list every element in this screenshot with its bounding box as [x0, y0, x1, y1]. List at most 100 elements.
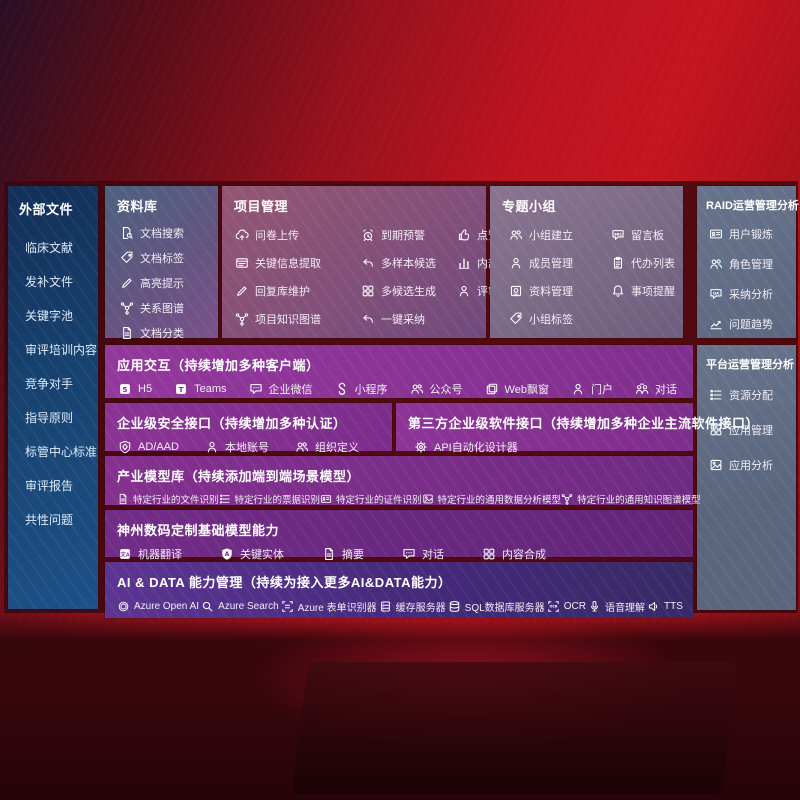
- item-label: 审评报告: [25, 479, 74, 493]
- platform-item[interactable]: 应用分析: [709, 457, 796, 473]
- interaction-item[interactable]: 企业微信: [249, 381, 313, 397]
- group-item[interactable]: 留言板: [611, 227, 683, 243]
- library-item[interactable]: 高亮提示: [120, 275, 218, 291]
- raid-items: 用户锻炼角色管理采纳分析问题趋势: [709, 226, 796, 332]
- item-label: 指导原则: [25, 411, 74, 425]
- summary-icon: [322, 547, 336, 561]
- basemodel-item[interactable]: 对话: [402, 546, 444, 562]
- raid-item[interactable]: 角色管理: [709, 256, 796, 272]
- sidebar-items: 临床文献发补文件关键字池审评培训内容 竞争对手指导原则标管中心标准 审评报告共性问题: [25, 239, 98, 528]
- interaction-item[interactable]: 门户: [571, 381, 613, 397]
- security-item[interactable]: 组织定义: [295, 439, 359, 455]
- raid-item[interactable]: 问题趋势: [709, 316, 796, 332]
- project-item[interactable]: 回复库维护: [235, 283, 361, 299]
- library-items: 文档搜索文档标签高亮提示关系图谱文档分类: [120, 225, 218, 341]
- aidata-item[interactable]: TTS: [647, 600, 683, 613]
- sidebar-item[interactable]: 竞争对手: [25, 375, 98, 392]
- interaction-item[interactable]: 小程序: [335, 381, 388, 397]
- interaction-item[interactable]: 对话: [635, 381, 677, 397]
- background-laptop-silhouette: [291, 662, 739, 794]
- basemodel-item[interactable]: 摘要: [322, 546, 364, 562]
- model-item[interactable]: 特定行业的证件识别: [320, 492, 422, 506]
- group-item[interactable]: 小组建立: [509, 227, 611, 243]
- sidebar-item[interactable]: 审评报告: [25, 477, 98, 494]
- aidata-item[interactable]: 缓存服务器: [379, 599, 446, 614]
- model-item[interactable]: 特定行业的通用数据分析模型: [422, 492, 561, 506]
- basemodel-item[interactable]: 关键实体: [220, 546, 284, 562]
- interaction-item[interactable]: Teams: [174, 382, 226, 396]
- library-item[interactable]: 关系图谱: [120, 300, 218, 316]
- item-label: 文档标签: [140, 253, 184, 265]
- tts-icon: [647, 600, 660, 613]
- interaction-item[interactable]: 公众号: [410, 381, 463, 397]
- sidebar-item[interactable]: 审评培训内容: [25, 341, 98, 358]
- section-thirdparty-interface: 第三方企业级软件接口（持续增加多种企业主流软件接口） API自动化设计器: [396, 403, 760, 454]
- security-item[interactable]: 本地账号: [205, 439, 269, 455]
- sidebar-item[interactable]: 发补文件: [25, 273, 98, 290]
- item-label: 标管中心标准: [25, 445, 98, 459]
- role-management-icon: [709, 257, 723, 271]
- library-item[interactable]: 文档标签: [120, 250, 218, 266]
- group-item[interactable]: 资料管理: [509, 283, 611, 299]
- library-item[interactable]: 文档分类: [120, 325, 218, 341]
- interaction-item[interactable]: H5: [118, 382, 152, 396]
- item-label: SQL数据库服务器: [464, 603, 545, 614]
- project-item[interactable]: 到期预警: [361, 227, 457, 243]
- sidebar-item[interactable]: 关键字池: [25, 307, 98, 324]
- group-create-icon: [509, 228, 523, 242]
- aidata-item[interactable]: Azure Open AI: [117, 600, 199, 613]
- item-label: 发补文件: [25, 275, 74, 289]
- aidata-item[interactable]: Azure 表单识别器: [281, 599, 377, 614]
- platform-item[interactable]: 资源分配: [709, 387, 796, 403]
- wecom-icon: [249, 382, 263, 396]
- group-item[interactable]: 事项提醒: [611, 283, 683, 299]
- group-items: 小组建立 留言板 成员管理 代办列表 资料管理 事项提醒 小组标签: [509, 227, 683, 327]
- model-item[interactable]: 特定行业的票据识别: [219, 492, 320, 506]
- platform-item[interactable]: 应用管理: [709, 422, 796, 438]
- group-item[interactable]: 成员管理: [509, 255, 611, 271]
- model-item[interactable]: 特定行业的通用知识图谱模型: [561, 492, 701, 506]
- section-industry-models: 产业模型库（持续添加端到端场景模型） 特定行业的文件识别 特定行业的票据识别 特定行…: [105, 456, 701, 506]
- group-item[interactable]: 小组标签: [509, 311, 611, 327]
- sidebar-item[interactable]: 共性问题: [25, 511, 98, 528]
- sidebar-item[interactable]: 指导原则: [25, 409, 98, 426]
- section-title: 平台运营管理分析: [706, 359, 794, 371]
- material-management-icon: [509, 284, 523, 298]
- section-title: 神州数码定制基础模型能力: [117, 523, 280, 538]
- section-title: 第三方企业级软件接口（持续增加多种企业主流软件接口）: [408, 416, 760, 431]
- group-item[interactable]: 代办列表: [611, 255, 683, 271]
- project-item[interactable]: 一键采纳: [361, 311, 457, 327]
- aidata-item[interactable]: OCR: [547, 600, 586, 613]
- basemodel-item[interactable]: 内容合成: [482, 546, 546, 562]
- item-label: 关键信息提取: [255, 258, 321, 270]
- raid-item[interactable]: 采纳分析: [709, 286, 796, 302]
- raid-item[interactable]: 用户锻炼: [709, 226, 796, 242]
- industry-knowledge-graph-model-icon: [561, 493, 573, 505]
- item-label: 机器翻译: [138, 549, 182, 561]
- portal-icon: [571, 382, 585, 396]
- library-item[interactable]: 文档搜索: [120, 225, 218, 241]
- user-card-icon: [709, 227, 723, 241]
- project-item[interactable]: 问卷上传: [235, 227, 361, 243]
- aidata-item[interactable]: SQL数据库服务器: [448, 599, 545, 614]
- aidata-item[interactable]: 语音理解: [588, 599, 645, 614]
- item-label: 竞争对手: [25, 377, 74, 391]
- aidata-item[interactable]: Azure Search: [201, 600, 279, 613]
- adoption-analysis-icon: [709, 287, 723, 301]
- interaction-item[interactable]: Web飘窗: [485, 381, 549, 397]
- basemodel-item[interactable]: 机器翻译: [118, 546, 182, 562]
- sidebar-item[interactable]: 临床文献: [25, 239, 98, 256]
- model-item[interactable]: 特定行业的文件识别: [117, 492, 219, 506]
- section-external-files: 外部文件 临床文献 发补文件 关键字池 审评培训内容 竞争对手 指导原则 标管中心标准 审评报…: [8, 186, 98, 609]
- item-label: 回复库维护: [255, 286, 310, 298]
- item-label: TTS: [664, 601, 683, 612]
- item-label: 特定行业的文件识别: [133, 495, 219, 506]
- project-item[interactable]: 多候选生成: [361, 283, 457, 299]
- project-item[interactable]: 关键信息提取: [235, 255, 361, 271]
- security-item[interactable]: AD/AAD: [118, 440, 179, 454]
- project-item[interactable]: 多样本候选: [361, 255, 457, 271]
- item-label: 小程序: [354, 384, 388, 396]
- project-item[interactable]: 项目知识图谱: [235, 311, 361, 327]
- sidebar-item[interactable]: 标管中心标准: [25, 443, 98, 460]
- thirdparty-item[interactable]: API自动化设计器: [414, 439, 518, 455]
